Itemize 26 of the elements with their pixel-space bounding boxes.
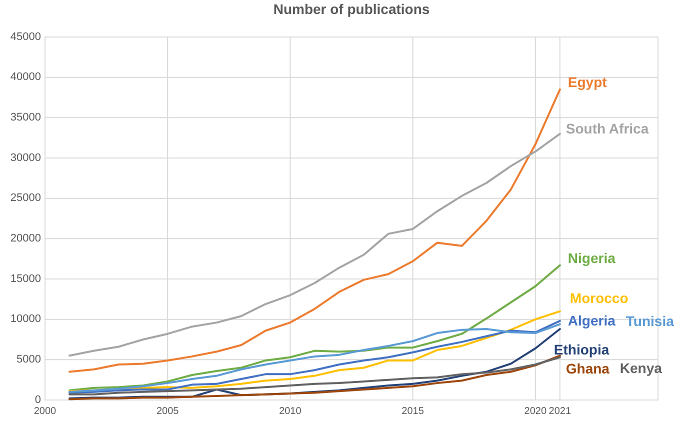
series-label: Morocco [570,290,628,306]
x-tick-label: 2021 [548,406,572,417]
series-label: Egypt [568,74,608,90]
text: Tunisia [626,312,674,329]
x-tick-label: 2000 [34,406,57,417]
y-tick-label: 25000 [10,192,41,204]
y-tick-label: 0 [34,394,41,406]
series-label: South Africa [566,120,649,137]
y-tick-label: 30000 [10,152,41,164]
y-tick-label: 35000 [10,112,41,124]
y-tick-label: 40000 [10,71,41,84]
y-tick-label: 10000 [10,313,41,326]
x-tick-label: 2020 [524,406,547,417]
text: Kenya [620,360,662,376]
chart-title: Number of publications [273,1,430,17]
series-label: Ghana [566,360,610,376]
y-tick-label: 45000 [10,30,41,43]
y-tick-label: 15000 [10,272,41,285]
y-tick-label: 5000 [16,354,41,366]
x-tick-label: 2010 [279,406,302,417]
y-tick-label: 20000 [10,232,41,245]
series-label: Ethiopia [554,342,610,358]
x-tick-label: 2015 [402,406,424,417]
series-label: Nigeria [568,250,616,266]
series-label: Algeria [568,312,616,329]
x-tick-label: 2005 [156,406,180,417]
